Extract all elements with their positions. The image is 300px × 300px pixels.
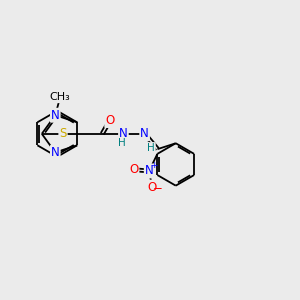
Text: N: N	[51, 146, 60, 159]
Text: H: H	[147, 143, 155, 153]
Text: −: −	[153, 182, 163, 195]
Text: H: H	[118, 138, 126, 148]
Text: N: N	[119, 127, 128, 140]
Text: O: O	[148, 181, 157, 194]
Text: N: N	[140, 127, 149, 140]
Text: N: N	[145, 164, 154, 177]
Text: +: +	[150, 161, 158, 170]
Text: O: O	[129, 163, 139, 176]
Text: O: O	[105, 114, 115, 127]
Text: S: S	[59, 127, 67, 140]
Text: CH₃: CH₃	[49, 92, 70, 102]
Text: N: N	[51, 109, 60, 122]
